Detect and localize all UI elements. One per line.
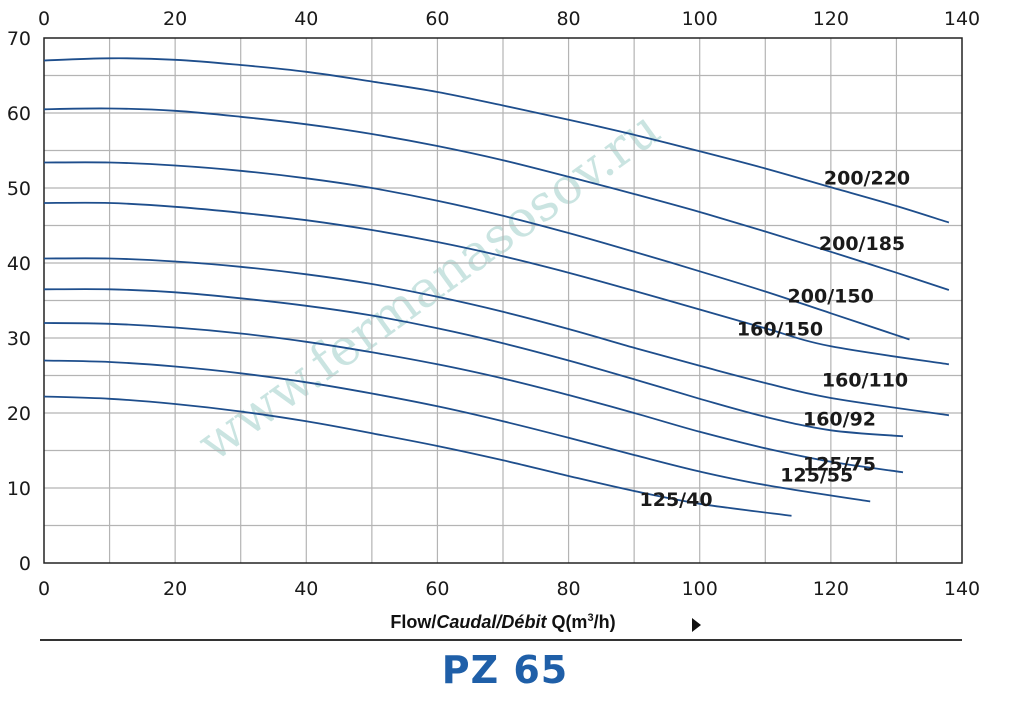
series-label-160-150: 160/150	[737, 318, 823, 340]
series-label-125-75: 125/75	[803, 453, 876, 475]
x-tick-label-top: 80	[556, 8, 580, 30]
curve-160-150	[43, 201, 950, 366]
series-label-200-150: 200/150	[788, 286, 874, 308]
y-tick-label: 0	[19, 553, 31, 575]
y-tick-label: 70	[7, 28, 31, 50]
plot-frame	[43, 37, 963, 564]
x-axis-label-part-2: Caudal/Débit	[436, 612, 547, 632]
series-labels: 200/220 200/185 200/150 160/150 160/110 160/9…	[640, 168, 911, 511]
y-tick-label: 20	[7, 403, 31, 425]
y-tick-label: 60	[7, 103, 31, 125]
curve-200-150	[43, 161, 910, 341]
x-axis-label-exponent: 3	[587, 612, 594, 624]
y-tick-label: 10	[7, 478, 31, 500]
x-tick-label-top: 40	[294, 8, 318, 30]
x-tick-label-top: 60	[425, 8, 449, 30]
x-axis-label-part-3: Q(m	[546, 612, 588, 632]
x-tick-label-top: 140	[944, 8, 980, 30]
series-label-160-92: 160/92	[803, 408, 876, 430]
curves	[43, 57, 950, 517]
x-tick-label: 120	[813, 578, 849, 600]
y-axis-ticks: 0 10 20 30 40 50 60 70	[7, 28, 31, 575]
x-tick-label: 80	[556, 578, 580, 600]
x-tick-label-top: 0	[38, 8, 50, 30]
x-tick-label-top: 100	[682, 8, 718, 30]
x-tick-label: 40	[294, 578, 318, 600]
series-label-200-220: 200/220	[824, 168, 910, 190]
x-tick-label-top: 120	[813, 8, 849, 30]
y-tick-label: 50	[7, 178, 31, 200]
series-label-125-40: 125/40	[640, 489, 713, 511]
series-label-125-55: 125/55	[780, 465, 853, 487]
x-tick-label: 20	[163, 578, 187, 600]
curve-160-110	[43, 257, 950, 417]
curve-125-55	[43, 359, 871, 503]
x-tick-label: 140	[944, 578, 980, 600]
divider-line	[40, 639, 962, 641]
watermark-text: www.fermanasosov.ru	[187, 99, 670, 472]
x-axis-label-part-1: Flow/	[390, 612, 437, 632]
x-tick-label: 0	[38, 578, 50, 600]
curve-125-75	[43, 322, 904, 474]
curve-200-185	[43, 107, 950, 291]
x-tick-label: 100	[682, 578, 718, 600]
x-tick-label: 60	[425, 578, 449, 600]
x-tick-label-top: 20	[163, 8, 187, 30]
y-tick-label: 30	[7, 328, 31, 350]
y-tick-label: 40	[7, 253, 31, 275]
curve-160-92	[43, 288, 904, 438]
series-label-160-110: 160/110	[822, 369, 908, 391]
x-axis-ticks: 0 0 20 20 40 40 60 60 80 80 100 100 120 120 140 140	[38, 8, 980, 600]
chart-title: PZ 65	[441, 648, 569, 692]
curve-200-220	[43, 57, 950, 224]
x-axis-label: Flow/Caudal/Débit Q(m3/h)	[44, 612, 962, 633]
curve-125-40	[43, 395, 792, 517]
arrow-right-icon	[692, 618, 701, 632]
series-label-200-185: 200/185	[819, 233, 905, 255]
x-axis-label-part-4: /h)	[593, 612, 616, 632]
grid-lines	[44, 38, 962, 563]
